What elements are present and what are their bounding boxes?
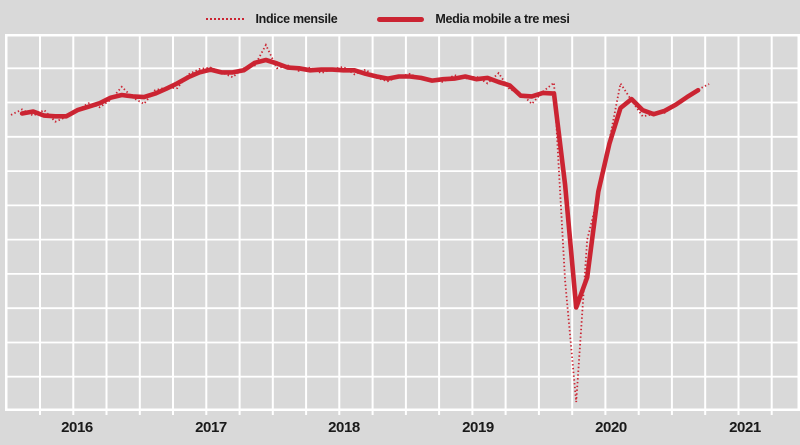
- legend-item-moving-average: Media mobile a tre mesi: [377, 12, 570, 26]
- legend-label-monthly-index: Indice mensile: [255, 12, 338, 26]
- legend-item-monthly-index: Indice mensile: [206, 12, 338, 26]
- x-axis-label-2021: 2021: [729, 419, 761, 436]
- x-axis: 2016 2017 2018 2019 2020 2021: [0, 419, 800, 441]
- chart-legend: Indice mensile Media mobile a tre mesi: [0, 8, 788, 30]
- x-axis-label-2018: 2018: [328, 419, 360, 436]
- plot-area: [5, 34, 800, 415]
- line-chart-svg: [5, 34, 800, 415]
- legend-label-moving-average: Media mobile a tre mesi: [435, 12, 570, 26]
- x-axis-label-2017: 2017: [195, 419, 227, 436]
- dotted-line-sample-icon: [206, 18, 245, 20]
- x-axis-label-2020: 2020: [595, 419, 627, 436]
- x-axis-label-2016: 2016: [61, 419, 93, 436]
- x-axis-label-2019: 2019: [462, 419, 494, 436]
- solid-line-sample-icon: [377, 16, 425, 22]
